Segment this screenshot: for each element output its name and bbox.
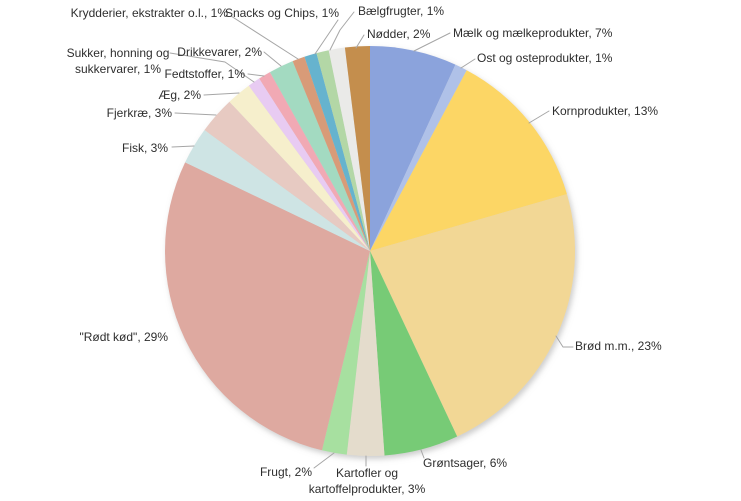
slice-label: Kornprodukter, 13% bbox=[552, 104, 658, 118]
slice-label: Sukker, honning og sukkervarer, 1% bbox=[67, 46, 170, 76]
pie-slice bbox=[304, 53, 370, 251]
pie-slice bbox=[321, 251, 370, 455]
slice-label: Frugt, 2% bbox=[260, 465, 312, 479]
pie-slice bbox=[165, 162, 370, 451]
slice-label: Drikkevarer, 2% bbox=[177, 45, 262, 59]
leader-line bbox=[313, 452, 335, 469]
slice-label: Grøntsager, 6% bbox=[423, 456, 507, 470]
pie-slice bbox=[370, 251, 458, 456]
leader-line bbox=[169, 52, 255, 83]
slice-label: Nødder, 2% bbox=[367, 27, 431, 41]
leader-line bbox=[171, 145, 195, 148]
pie-slice bbox=[316, 50, 370, 252]
leader-line bbox=[314, 19, 339, 55]
leader-line bbox=[263, 51, 282, 67]
slice-label: Fjerkræ, 3% bbox=[107, 106, 173, 120]
leader-line bbox=[420, 449, 425, 459]
slice-label: Brød m.m., 23% bbox=[575, 339, 662, 353]
leader-line bbox=[555, 335, 574, 348]
leader-line bbox=[329, 11, 355, 51]
leader-line bbox=[355, 34, 365, 49]
pie-slice bbox=[346, 251, 385, 457]
slice-label: Snacks og Chips, 1% bbox=[225, 6, 339, 20]
slice-label: Kartofler og kartoffelprodukter, 3% bbox=[309, 466, 426, 496]
pie-slice bbox=[229, 85, 370, 251]
pie-slice bbox=[269, 61, 370, 251]
slice-label: Krydderier, ekstrakter o.l., 1% bbox=[71, 6, 229, 20]
slice-label: Mælk og mælkeprodukter, 7% bbox=[453, 26, 613, 40]
slice-label: Ost og osteprodukter, 1% bbox=[477, 51, 613, 65]
leader-line bbox=[203, 92, 240, 96]
leader-lines bbox=[169, 11, 574, 469]
leader-line bbox=[247, 73, 265, 77]
pie-slice bbox=[328, 47, 370, 251]
pie-slice bbox=[370, 46, 456, 251]
leader-line bbox=[230, 15, 299, 60]
slice-label: Fisk, 3% bbox=[122, 141, 168, 155]
pie-slices bbox=[165, 45, 576, 457]
pie-slice bbox=[292, 56, 370, 251]
pie-slice bbox=[248, 78, 370, 251]
slice-label: "Rødt kød", 29% bbox=[79, 330, 168, 344]
leader-line bbox=[174, 112, 217, 116]
leader-line bbox=[413, 32, 451, 52]
pie-slice bbox=[370, 194, 576, 437]
leader-line bbox=[528, 110, 550, 124]
slice-label: Fedtstoffer, 1% bbox=[165, 67, 246, 81]
slice-label: Æg, 2% bbox=[158, 88, 201, 102]
slice-labels: Mælk og mælkeprodukter, 7% Ost og ostepro… bbox=[67, 4, 662, 496]
leader-line bbox=[460, 58, 476, 69]
pie-slice bbox=[344, 45, 370, 251]
pie-slice bbox=[259, 72, 370, 251]
pie-slice bbox=[370, 70, 567, 251]
pie-slice bbox=[185, 130, 370, 251]
pie-slice bbox=[370, 64, 467, 251]
slice-label: Bælgfrugter, 1% bbox=[358, 4, 444, 18]
pie-slice bbox=[204, 101, 370, 252]
